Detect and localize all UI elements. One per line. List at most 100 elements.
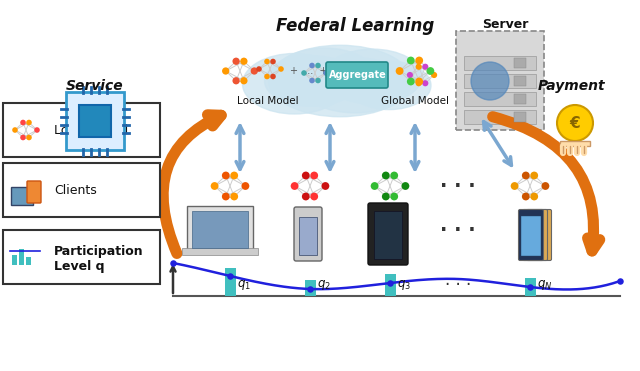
FancyBboxPatch shape [305,280,316,296]
Text: · · ·: · · · [445,276,471,294]
Circle shape [222,68,229,75]
FancyArrowPatch shape [236,126,244,169]
Text: $q_1$: $q_1$ [237,278,251,292]
Circle shape [240,58,248,65]
Point [225,273,235,279]
FancyBboxPatch shape [19,249,24,265]
Circle shape [426,67,435,75]
Circle shape [12,127,18,133]
Circle shape [431,72,437,78]
Circle shape [522,193,530,200]
Circle shape [531,193,538,200]
FancyBboxPatch shape [3,103,160,157]
FancyBboxPatch shape [518,210,543,260]
Circle shape [251,68,258,75]
Circle shape [422,80,428,86]
Point [615,278,625,284]
FancyBboxPatch shape [464,74,536,88]
FancyBboxPatch shape [521,216,541,256]
Text: Global Model: Global Model [381,96,449,106]
Circle shape [415,80,422,86]
Text: €: € [570,115,580,131]
Ellipse shape [264,56,358,106]
FancyBboxPatch shape [12,255,17,265]
Text: · · ·: · · · [440,177,476,196]
FancyArrowPatch shape [484,122,511,165]
Circle shape [302,171,310,180]
Point [305,286,315,292]
Circle shape [390,193,398,200]
FancyBboxPatch shape [187,206,253,252]
Circle shape [415,78,423,85]
Circle shape [541,182,549,190]
Circle shape [278,66,284,72]
FancyBboxPatch shape [527,210,552,260]
Point [168,260,178,266]
Circle shape [291,182,298,190]
FancyBboxPatch shape [464,110,536,124]
Circle shape [301,70,307,76]
FancyBboxPatch shape [456,31,544,130]
Text: Participation
Level q: Participation Level q [54,245,143,273]
Circle shape [407,78,415,85]
FancyBboxPatch shape [522,210,547,260]
FancyBboxPatch shape [27,181,41,203]
FancyBboxPatch shape [326,62,388,88]
Circle shape [371,182,378,190]
Circle shape [232,58,240,65]
FancyBboxPatch shape [299,217,317,255]
FancyBboxPatch shape [182,248,258,255]
FancyBboxPatch shape [514,94,526,104]
FancyBboxPatch shape [514,58,526,68]
Point [525,284,535,290]
Circle shape [230,171,238,180]
Circle shape [309,63,315,68]
Circle shape [401,182,410,190]
Circle shape [230,193,238,200]
Circle shape [415,64,422,70]
Circle shape [382,171,390,180]
Circle shape [302,193,310,200]
Text: $q_N$: $q_N$ [537,278,552,292]
Circle shape [382,193,390,200]
FancyBboxPatch shape [11,187,33,205]
Text: $q_2$: $q_2$ [317,278,331,292]
Ellipse shape [275,48,374,101]
Text: Server: Server [482,17,528,30]
Text: Local Model: Local Model [54,124,128,137]
Circle shape [20,120,26,125]
FancyBboxPatch shape [294,207,322,261]
Circle shape [26,135,32,140]
Circle shape [390,171,398,180]
Ellipse shape [471,62,509,100]
Circle shape [315,63,321,68]
FancyBboxPatch shape [225,268,236,296]
FancyBboxPatch shape [368,203,408,265]
Circle shape [211,182,218,190]
Circle shape [26,120,32,125]
Ellipse shape [323,49,422,104]
Text: $q_3$: $q_3$ [397,278,411,292]
Circle shape [321,182,330,190]
FancyBboxPatch shape [192,211,248,248]
Ellipse shape [348,61,431,109]
FancyBboxPatch shape [374,211,402,259]
Circle shape [310,193,318,200]
Circle shape [232,77,240,84]
Circle shape [407,72,413,78]
Circle shape [522,171,530,180]
Text: +  ...  +: + ... + [290,66,328,76]
Circle shape [20,135,26,140]
Ellipse shape [301,58,410,113]
Circle shape [557,105,593,141]
Text: Payment: Payment [538,79,606,93]
FancyBboxPatch shape [514,76,526,86]
FancyBboxPatch shape [525,278,536,296]
Ellipse shape [269,45,412,117]
FancyBboxPatch shape [464,56,536,70]
Circle shape [222,193,230,200]
Circle shape [422,64,428,70]
FancyBboxPatch shape [464,92,536,106]
Text: · · ·: · · · [440,221,476,240]
Circle shape [34,127,40,133]
